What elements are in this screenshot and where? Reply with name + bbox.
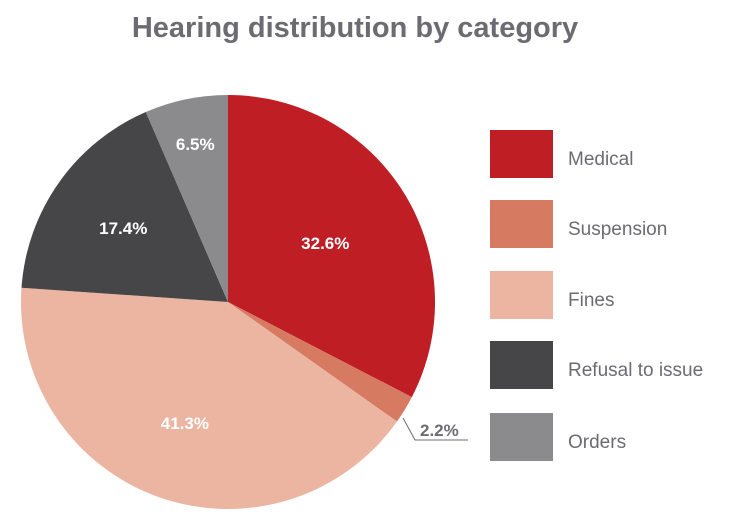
slice-label-orders: 6.5%: [176, 135, 215, 154]
slice-fines: [21, 287, 397, 510]
slice-medical: [228, 95, 435, 398]
slice-label-suspension: 2.2%: [420, 421, 459, 440]
legend-swatch-orders: [490, 413, 553, 461]
legend-swatch-medical: [490, 130, 553, 178]
legend-label-suspension: Suspension: [568, 219, 668, 240]
leader-line: [402, 417, 468, 441]
legend-swatch-fines: [490, 271, 553, 319]
slice-label-medical: 32.6%: [301, 234, 349, 253]
slice-label-fines: 41.3%: [161, 414, 209, 433]
chart-title: Hearing distribution by category: [131, 12, 579, 44]
legend-label-fines: Fines: [568, 290, 615, 311]
slice-label-refusal-to-issue: 17.4%: [99, 219, 147, 238]
legend-swatch-refusal-to-issue: [490, 341, 553, 389]
legend-label-refusal-to-issue: Refusal to issue: [568, 360, 704, 381]
legend-swatch-suspension: [490, 200, 553, 248]
legend-label-medical: Medical: [568, 149, 634, 170]
legend-label-orders: Orders: [568, 432, 627, 453]
slice-refusal-to-issue: [21, 112, 228, 302]
slice-suspension: [228, 302, 412, 422]
slice-orders: [145, 95, 228, 302]
